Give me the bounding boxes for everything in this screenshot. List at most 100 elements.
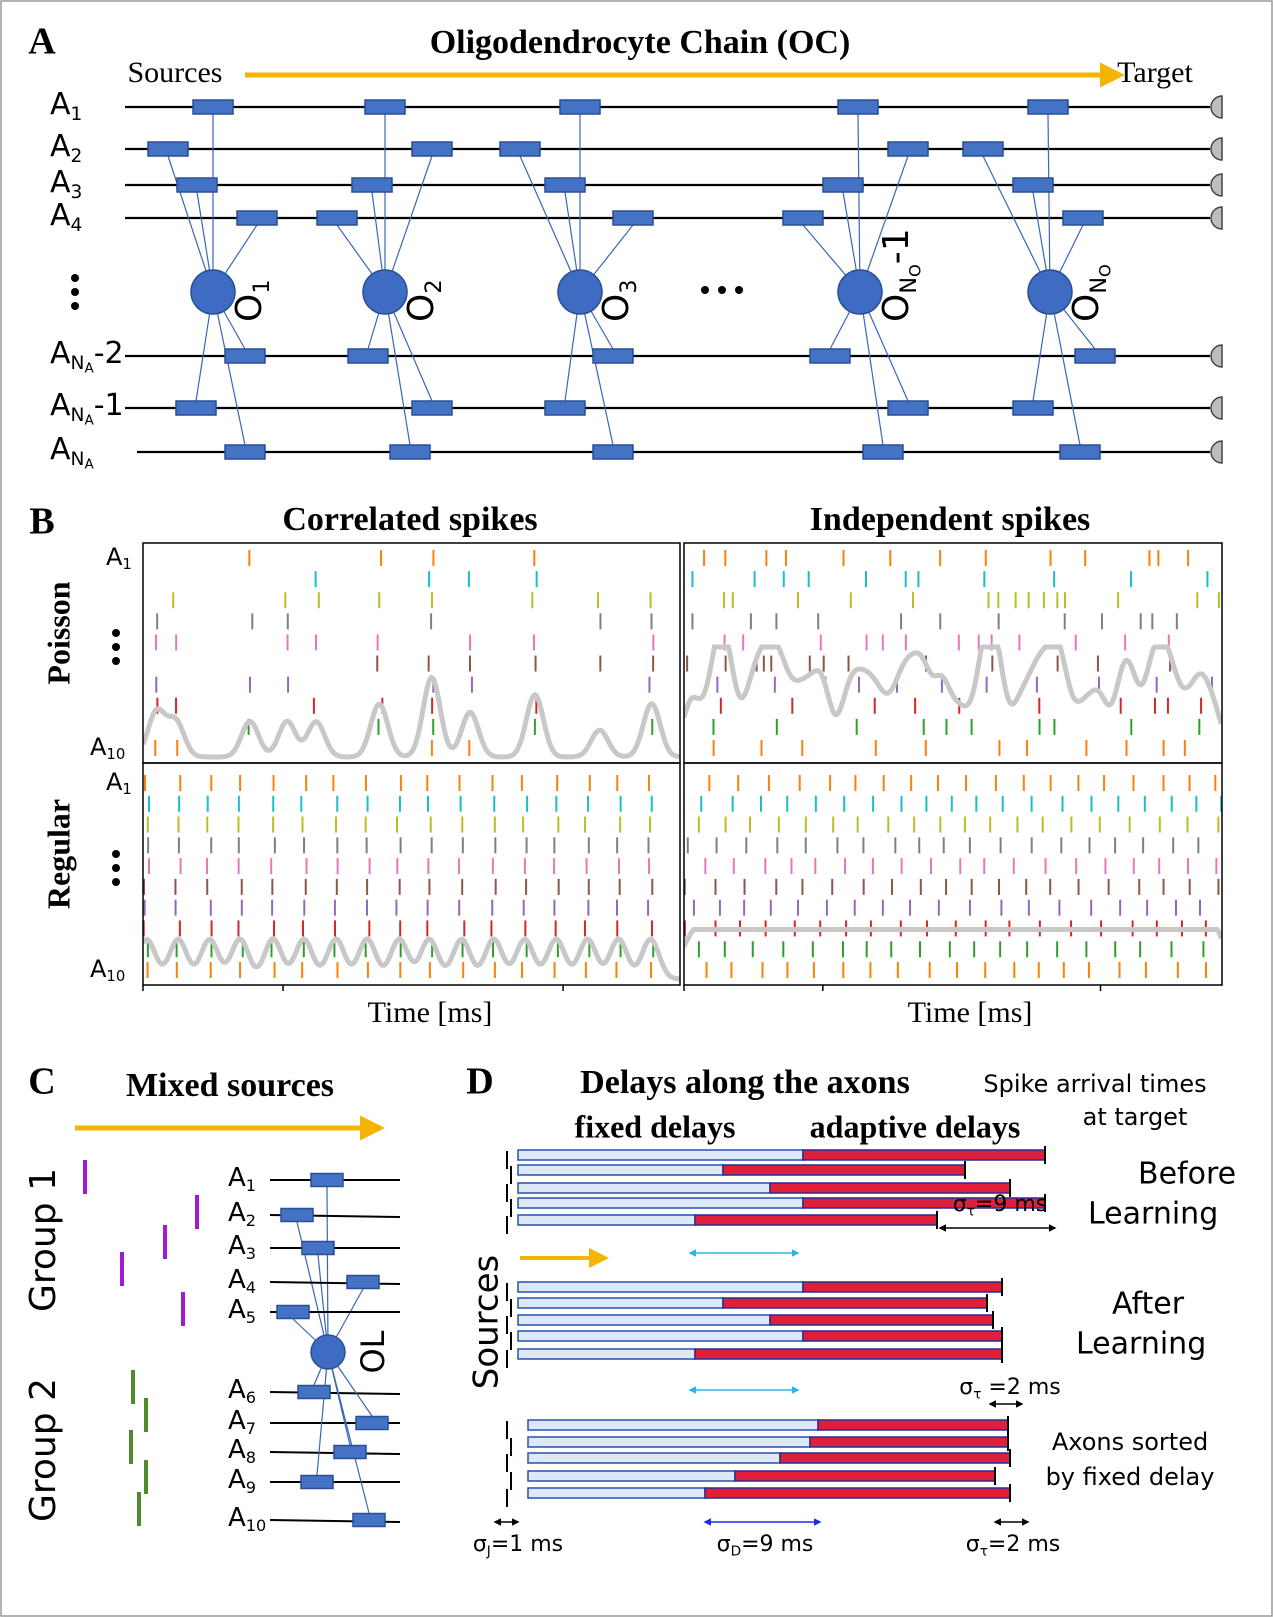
myelin-sheath xyxy=(544,177,586,193)
text-part: N xyxy=(895,277,921,294)
text-part: 3 xyxy=(615,279,641,293)
myelin-sheath xyxy=(1074,348,1116,364)
stage-label: Learning xyxy=(1088,1197,1218,1232)
text-part: 2 xyxy=(420,279,446,293)
ellipsis-dot xyxy=(71,274,79,282)
ellipsis-dot xyxy=(701,286,709,294)
text-part: 2 xyxy=(71,146,83,167)
oligodendrocyte xyxy=(1027,269,1073,315)
axon-label: A10 xyxy=(90,955,125,985)
text-part: 9 xyxy=(246,1477,256,1496)
fixed-delay xyxy=(517,1297,724,1309)
fixed-delay xyxy=(517,1182,771,1194)
oligodendrocyte xyxy=(557,269,603,315)
myelin-sheath xyxy=(837,99,879,115)
source-label: Sources xyxy=(128,56,223,89)
myelin-sheath xyxy=(351,177,393,193)
myelin-sheath xyxy=(809,348,851,364)
axon-label: A10 xyxy=(228,1503,266,1535)
adaptive-delay xyxy=(817,1419,1009,1431)
text-part: =2 ms xyxy=(981,1375,1060,1400)
row-title: Regular xyxy=(40,799,76,909)
text-part: A xyxy=(84,456,94,472)
oligodendrocyte-label: ONO xyxy=(1066,264,1114,322)
text-part: 8 xyxy=(246,1447,256,1466)
rate-curve xyxy=(684,644,1222,725)
fixed-delay xyxy=(527,1470,736,1482)
text-part: N xyxy=(71,353,85,374)
myelin-sheath xyxy=(1062,210,1104,226)
myelin-sheath xyxy=(316,210,358,226)
myelin-sheath xyxy=(175,400,217,416)
axon-label: A1 xyxy=(50,87,82,125)
myelin-sheath xyxy=(1027,99,1069,115)
text-part: 3 xyxy=(246,1243,256,1262)
process xyxy=(1049,291,1081,446)
fixed-delay xyxy=(517,1149,804,1161)
axon-label: A10 xyxy=(90,733,125,763)
spread-label: στ =2 ms xyxy=(959,1375,1060,1403)
panel-title: Oligodendrocyte Chain (OC) xyxy=(430,24,851,61)
text-part: 10 xyxy=(106,745,125,763)
myelin-sheath xyxy=(300,1474,334,1490)
arrival-header: at target xyxy=(1083,1103,1188,1131)
panel-title: Delays along the axons xyxy=(580,1064,910,1101)
spread-label: στ=2 ms xyxy=(966,1532,1060,1560)
group-label: Group 1 xyxy=(23,1168,64,1312)
panel-title: Mixed sources xyxy=(126,1067,334,1104)
axon-label: A7 xyxy=(228,1406,256,1438)
text-part: A xyxy=(228,1375,246,1405)
text-part: J xyxy=(486,1544,491,1560)
ellipsis-dot xyxy=(112,657,120,665)
fixed-delay xyxy=(517,1330,804,1342)
axon-label: A8 xyxy=(228,1435,256,1467)
myelin-sheath xyxy=(280,1207,314,1223)
legend-adaptive: adaptive delays xyxy=(810,1108,1021,1144)
process xyxy=(316,1351,329,1476)
text-part: =9 ms xyxy=(741,1532,813,1557)
text-part: 3 xyxy=(71,182,83,203)
text-part: 1 xyxy=(246,1175,256,1194)
text-part: σ xyxy=(966,1532,980,1557)
axon-terminal xyxy=(1210,95,1223,119)
myelin-sheath xyxy=(962,141,1004,157)
plot-frame xyxy=(142,762,681,986)
myelin-sheath xyxy=(176,177,218,193)
text-part: 10 xyxy=(106,967,125,985)
myelin-sheath xyxy=(887,400,929,416)
stage-label: Before xyxy=(1138,1157,1236,1192)
text-part: A xyxy=(228,1265,246,1295)
text-part: σ xyxy=(959,1375,973,1400)
myelin-sheath xyxy=(224,444,266,460)
text-part: D xyxy=(731,1544,742,1560)
axon-terminal xyxy=(1210,440,1223,464)
oligodendrocyte xyxy=(310,1334,346,1370)
text-part: =1 ms xyxy=(491,1532,563,1557)
text-part: 4 xyxy=(246,1277,256,1296)
axon-terminal xyxy=(1210,206,1223,230)
process xyxy=(212,291,246,446)
myelin-sheath xyxy=(347,348,389,364)
legend-fixed: fixed delays xyxy=(575,1108,736,1144)
spread-label: σJ=1 ms xyxy=(473,1532,563,1560)
column-title: Independent spikes xyxy=(810,501,1091,538)
x-axis-label: Time [ms] xyxy=(368,996,493,1029)
ellipsis-dot xyxy=(112,850,120,858)
ellipsis-dot xyxy=(718,286,726,294)
adaptive-delay xyxy=(802,1149,1046,1161)
process xyxy=(327,1351,370,1514)
adaptive-delay xyxy=(809,1436,1009,1448)
axon-label: A5 xyxy=(228,1295,256,1327)
oligodendrocyte-label: O3 xyxy=(596,279,641,322)
myelin-sheath xyxy=(612,210,654,226)
fixed-delay xyxy=(527,1419,819,1431)
text-part: A xyxy=(228,1198,246,1228)
myelin-sheath xyxy=(822,177,864,193)
target-label: Target xyxy=(1117,56,1193,89)
text-part: A xyxy=(228,1231,246,1261)
text-part: O xyxy=(876,294,917,322)
ellipsis-dot xyxy=(735,286,743,294)
text-part: A xyxy=(84,360,94,376)
myelin-sheath xyxy=(862,444,904,460)
raster xyxy=(143,775,680,982)
